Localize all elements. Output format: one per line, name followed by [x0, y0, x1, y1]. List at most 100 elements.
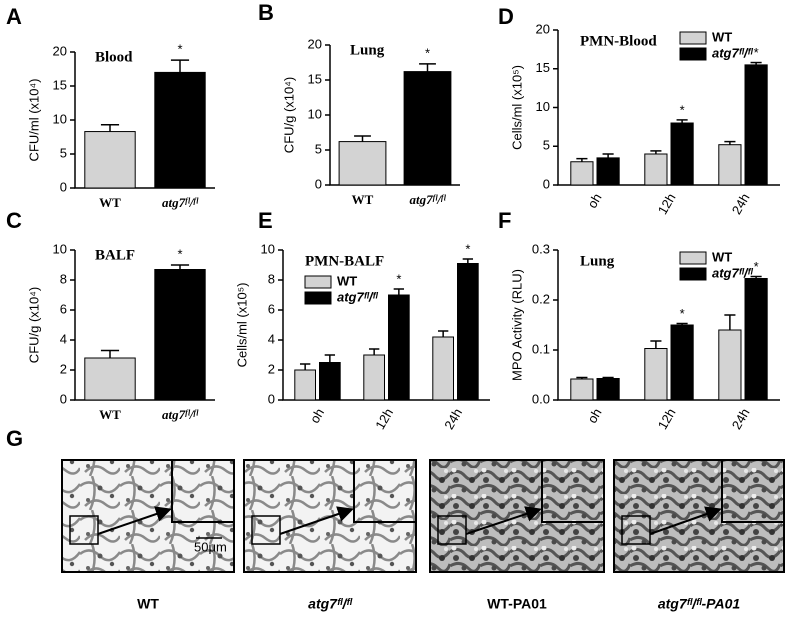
bar: [294, 369, 316, 401]
legend-swatch: [304, 275, 332, 289]
significance-marker: *: [396, 271, 401, 286]
legend-swatch: [679, 47, 707, 61]
inset-zoom: [353, 459, 417, 523]
legend-swatch: [679, 267, 707, 281]
error-bar: [650, 150, 662, 154]
axes: [282, 250, 490, 401]
bar: [644, 153, 668, 186]
image-caption: atg7ᶠˡ/ᶠˡ: [308, 596, 353, 612]
y-tick-label: 10: [261, 241, 275, 256]
y-tick-label: 2: [268, 361, 275, 376]
error-bar: [354, 135, 371, 142]
error-bar: [602, 153, 614, 158]
significance-marker: *: [754, 259, 759, 274]
y-tick-label: 0: [60, 179, 67, 194]
bar: [338, 141, 387, 186]
panel-label: D: [498, 4, 514, 29]
bar: [457, 263, 479, 401]
inset-zoom: [541, 459, 605, 523]
y-tick-label: 20: [308, 36, 322, 51]
zoom-arrow: [279, 506, 354, 535]
y-tick-label: 5: [60, 145, 67, 160]
y-tick-label: 0.1: [532, 341, 550, 356]
legend-label: WT: [337, 273, 357, 288]
x-tick-label: WT: [99, 407, 121, 422]
image-caption: atg7ᶠˡ/ᶠˡ-PA01: [658, 596, 741, 612]
significance-marker: *: [680, 306, 685, 321]
y-tick-label: 4: [268, 331, 275, 346]
bar: [718, 329, 742, 401]
x-tick-label: 12h: [372, 406, 396, 432]
x-tick-label: atg7ᶠˡ/ᶠˡ: [162, 195, 199, 210]
bar: [319, 362, 341, 401]
x-tick-label: oh: [307, 406, 327, 426]
x-tick-label: 24h: [729, 406, 753, 432]
error-bar: [724, 314, 736, 330]
error-bar: [324, 354, 336, 363]
significance-marker: *: [754, 45, 759, 60]
legend-label: atg7ᶠˡ/ᶠˡ: [712, 265, 753, 280]
error-bar: [437, 330, 449, 337]
y-tick-label: 15: [536, 60, 550, 75]
bar: [670, 324, 694, 401]
chart-title: PMN-Blood: [580, 33, 657, 49]
y-tick-label: 15: [53, 77, 67, 92]
error-bar: [650, 340, 662, 349]
error-bar: [462, 258, 474, 264]
x-tick-label: oh: [584, 406, 604, 426]
x-tick-label: 12h: [655, 406, 679, 432]
error-bar: [676, 119, 688, 123]
y-axis-label: CFU/g (x10⁴): [281, 77, 296, 153]
y-tick-label: 0.0: [532, 391, 550, 406]
y-axis-label: MPO Activity (RLU): [509, 269, 524, 381]
inset-source: [251, 515, 281, 545]
chart-title: Blood: [95, 49, 133, 65]
error-bar: [576, 157, 588, 162]
x-tick-label: WT: [352, 192, 374, 207]
bar: [84, 131, 136, 189]
error-bar: [724, 140, 736, 145]
legend-swatch: [679, 251, 707, 265]
y-axis-label: Cells/ml (x10⁵): [509, 65, 524, 150]
y-tick-label: 20: [536, 21, 550, 36]
y-tick-label: 2: [60, 361, 67, 376]
y-axis-label: Cells/ml (x10⁵): [234, 283, 249, 368]
chart-title: Lung: [350, 42, 385, 58]
scale-bar-label: 50μm: [194, 539, 227, 554]
bar: [570, 378, 594, 401]
y-tick-label: 4: [60, 331, 67, 346]
y-tick-label: 6: [60, 301, 67, 316]
significance-marker: *: [177, 42, 182, 57]
axes: [557, 30, 780, 186]
panel-label: B: [258, 0, 274, 25]
axes: [557, 250, 780, 401]
legend-label: WT: [712, 29, 732, 44]
error-bar: [100, 124, 120, 132]
significance-marker: *: [177, 246, 182, 261]
error-bar: [750, 275, 762, 279]
error-bar: [299, 363, 311, 370]
y-tick-label: 20: [53, 43, 67, 58]
y-tick-label: 0: [543, 176, 550, 191]
y-tick-label: 10: [53, 111, 67, 126]
y-tick-label: 6: [268, 301, 275, 316]
panel-label: G: [6, 426, 23, 451]
inset-zoom: [721, 459, 785, 523]
x-tick-label: 24h: [729, 191, 753, 217]
y-tick-label: 0.2: [532, 291, 550, 306]
bar: [596, 378, 620, 401]
error-bar: [100, 349, 120, 358]
y-tick-label: 0: [60, 391, 67, 406]
bar: [744, 278, 768, 401]
error-bar: [170, 264, 190, 270]
bar: [570, 161, 594, 186]
inset-zoom: [171, 459, 235, 523]
legend-label: atg7ᶠˡ/ᶠˡ: [712, 45, 753, 60]
legend-swatch: [304, 291, 332, 305]
bar: [644, 348, 668, 401]
y-tick-label: 0.3: [532, 241, 550, 256]
significance-marker: *: [465, 241, 470, 256]
panel-label: F: [498, 208, 511, 233]
bar: [154, 269, 206, 401]
bar: [432, 336, 454, 401]
